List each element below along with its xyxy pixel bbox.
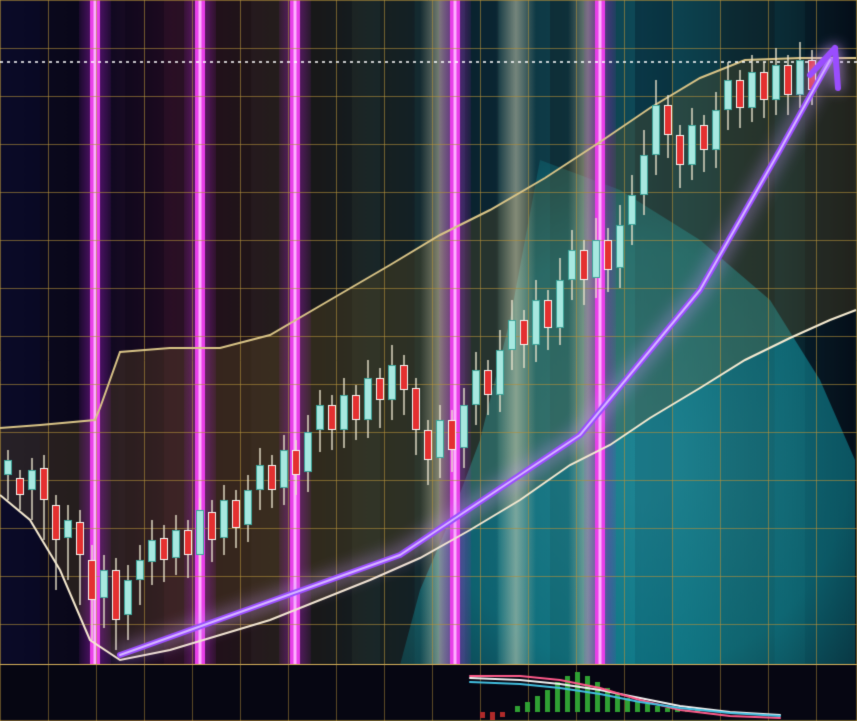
candlestick-chart [0,0,857,721]
